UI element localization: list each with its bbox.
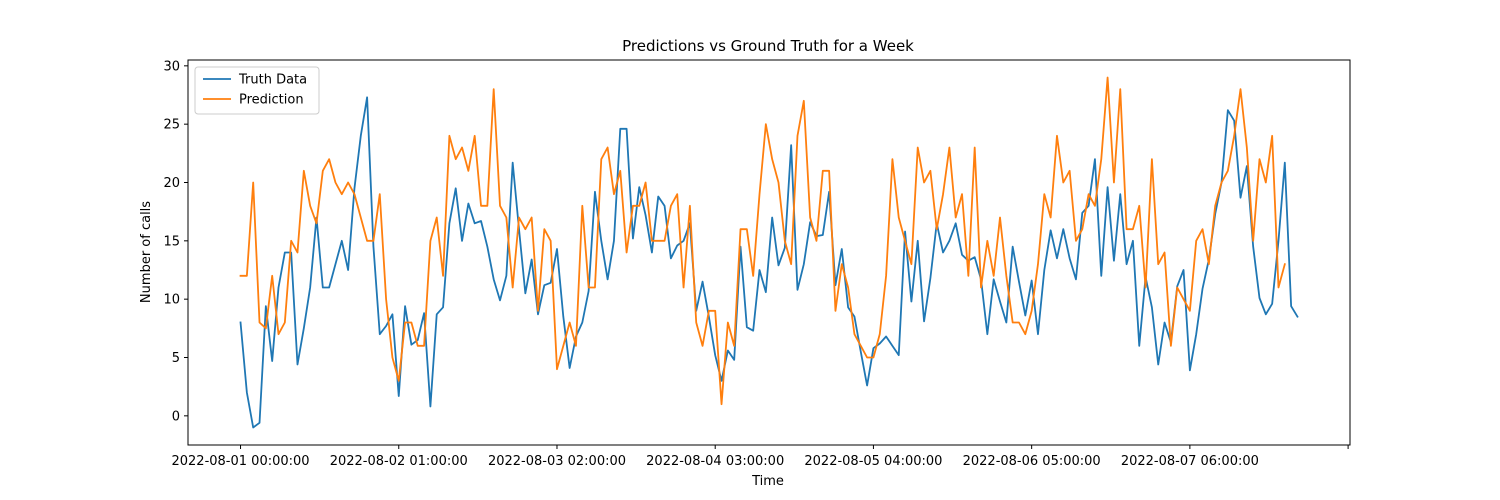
x-tick-label-4: 2022-08-05 04:00:00 <box>804 454 942 469</box>
y-tick-label-1: 5 <box>172 351 180 366</box>
chart-title: Predictions vs Ground Truth for a Week <box>622 37 914 55</box>
y-tick-label-2: 10 <box>163 293 180 308</box>
y-tick-label-3: 15 <box>163 234 180 249</box>
x-tick-label-2: 2022-08-03 02:00:00 <box>488 454 626 469</box>
y-tick-label-5: 25 <box>163 118 180 133</box>
plot-frame <box>187 59 1351 446</box>
x-tick-label-6: 2022-08-07 06:00:00 <box>1121 454 1259 469</box>
y-axis: 0 5 10 15 20 25 30 <box>163 59 188 424</box>
y-axis-label: Number of calls <box>139 201 154 303</box>
legend: Truth Data Prediction <box>194 66 320 115</box>
x-axis-label: Time <box>751 474 784 489</box>
x-tick-label-3: 2022-08-04 03:00:00 <box>646 454 784 469</box>
legend-label-1: Prediction <box>239 93 304 108</box>
series-line-1 <box>239 76 1286 406</box>
y-tick-label-6: 30 <box>163 59 180 74</box>
x-axis: 2022-08-01 00:00:00 2022-08-02 01:00:00 20… <box>171 445 1349 469</box>
x-tick-label-1: 2022-08-02 01:00:00 <box>330 454 468 469</box>
x-tick-label-5: 2022-08-06 05:00:00 <box>963 454 1101 469</box>
plot-area <box>187 59 1351 446</box>
y-tick-label-4: 20 <box>163 176 180 191</box>
x-tick-label-0: 2022-08-01 00:00:00 <box>171 454 309 469</box>
legend-label-0: Truth Data <box>238 73 307 88</box>
y-tick-label-0: 0 <box>172 409 180 424</box>
